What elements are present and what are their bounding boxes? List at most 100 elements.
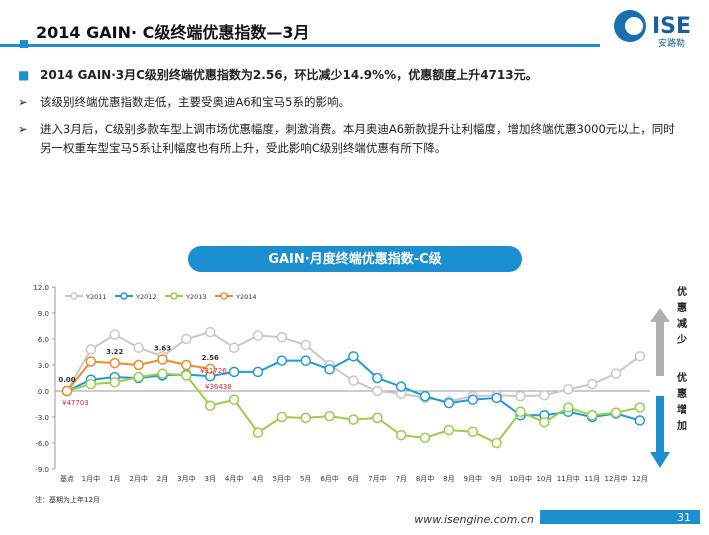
x-tick-label: 1月 [109,475,120,483]
point [634,402,646,413]
chart-title-box [188,246,522,272]
point [491,392,502,404]
point [515,390,526,402]
x-tick-label: 基点 [60,474,74,483]
x-tick-label: 5月 [300,475,311,483]
page-number: 31 [677,511,691,524]
legend-marker [220,292,228,300]
y-tick-label: 12.0 [33,284,49,292]
x-tick-label: 6月 [348,475,359,483]
note: 注：基期为上年12月 [35,495,100,504]
point [610,407,622,418]
header-rule [0,44,600,47]
point [300,355,311,366]
y-tick-label: -6.0 [35,440,49,448]
point [204,363,216,375]
point [348,414,359,425]
logo: ISE [652,14,691,39]
point [372,412,383,424]
point [133,342,144,353]
footer-bar [540,510,700,524]
legend-label: Y2014 [235,293,257,301]
point [300,412,311,424]
point [85,344,97,355]
bullet-text: 2014 GAIN·3月C级别终端优惠指数为2.56，环比减少14.9%%，优惠… [40,68,538,82]
point [563,402,574,413]
point [443,397,455,409]
data-label: 2.56 [202,354,219,362]
x-tick-label: 8月中 [416,474,434,483]
y-tick-label: -3.0 [35,414,49,422]
point [181,370,192,381]
x-tick-label: 9月 [491,475,502,483]
point [610,368,622,379]
y-tick-label: 0.0 [38,388,49,396]
legend-label: Y2013 [185,293,207,301]
point [348,375,359,386]
point [109,357,120,369]
point [276,355,288,366]
legend-marker [70,292,78,300]
x-tick-label: 11月 [584,475,600,483]
x-tick-label: 7月 [395,475,406,483]
x-tick-label: 10月中 [509,474,532,483]
x-tick-label: 12月中 [605,474,628,483]
point [228,394,240,405]
point [252,427,264,438]
point [181,359,192,371]
point [276,411,288,423]
side-label: 优惠增加 [675,371,688,436]
point [539,416,550,428]
bullet: ■ 2014 GAIN·3月C级别终端优惠指数为2.56，环比减少14.9%%，优… [18,68,538,82]
legend-label: Y2011 [85,293,107,301]
x-tick-label: 8月 [443,475,454,483]
point [586,410,598,421]
arrow-up [650,308,670,376]
x-tick-label: 3月中 [177,474,195,483]
point [491,437,502,449]
data-label: 3.22 [106,348,123,356]
x-tick-label: 2月中 [129,474,147,483]
logo-mark-inner [625,17,643,35]
x-tick-label: 2月 [157,475,168,483]
point [61,385,73,397]
y-tick-label: 6.0 [38,336,49,344]
point [133,359,144,371]
point [181,333,192,345]
point [157,368,168,379]
point [372,372,383,384]
y-tick-label: 3.0 [38,362,49,370]
point [157,354,168,365]
point [133,371,144,383]
x-tick-label: 4月中 [225,474,243,483]
side-label: 优惠减少 [675,285,688,350]
point [634,415,646,426]
point [372,385,383,397]
point [324,364,335,375]
x-tick-label: 10月 [536,475,552,483]
point [443,424,455,436]
point [324,410,335,422]
annotation: ¥36438 [205,383,232,391]
point [276,332,288,343]
x-tick-label: 4月 [252,475,263,483]
point [348,351,359,362]
point [204,326,216,338]
chart-title: GAIN·月度终端优惠指数-C级 [268,251,442,267]
point [204,400,216,411]
point [467,426,479,437]
x-tick-label: 1月中 [82,474,100,483]
annotation: ¥47703 [62,399,89,407]
point [300,339,311,351]
logo-sub: 安路勒 [658,37,685,49]
point [85,378,97,390]
point [563,384,574,395]
point [252,330,264,341]
series-line [66,355,641,422]
point [419,432,431,444]
point [467,394,479,405]
point [228,342,240,353]
annotation: ¥31726 [200,367,227,375]
